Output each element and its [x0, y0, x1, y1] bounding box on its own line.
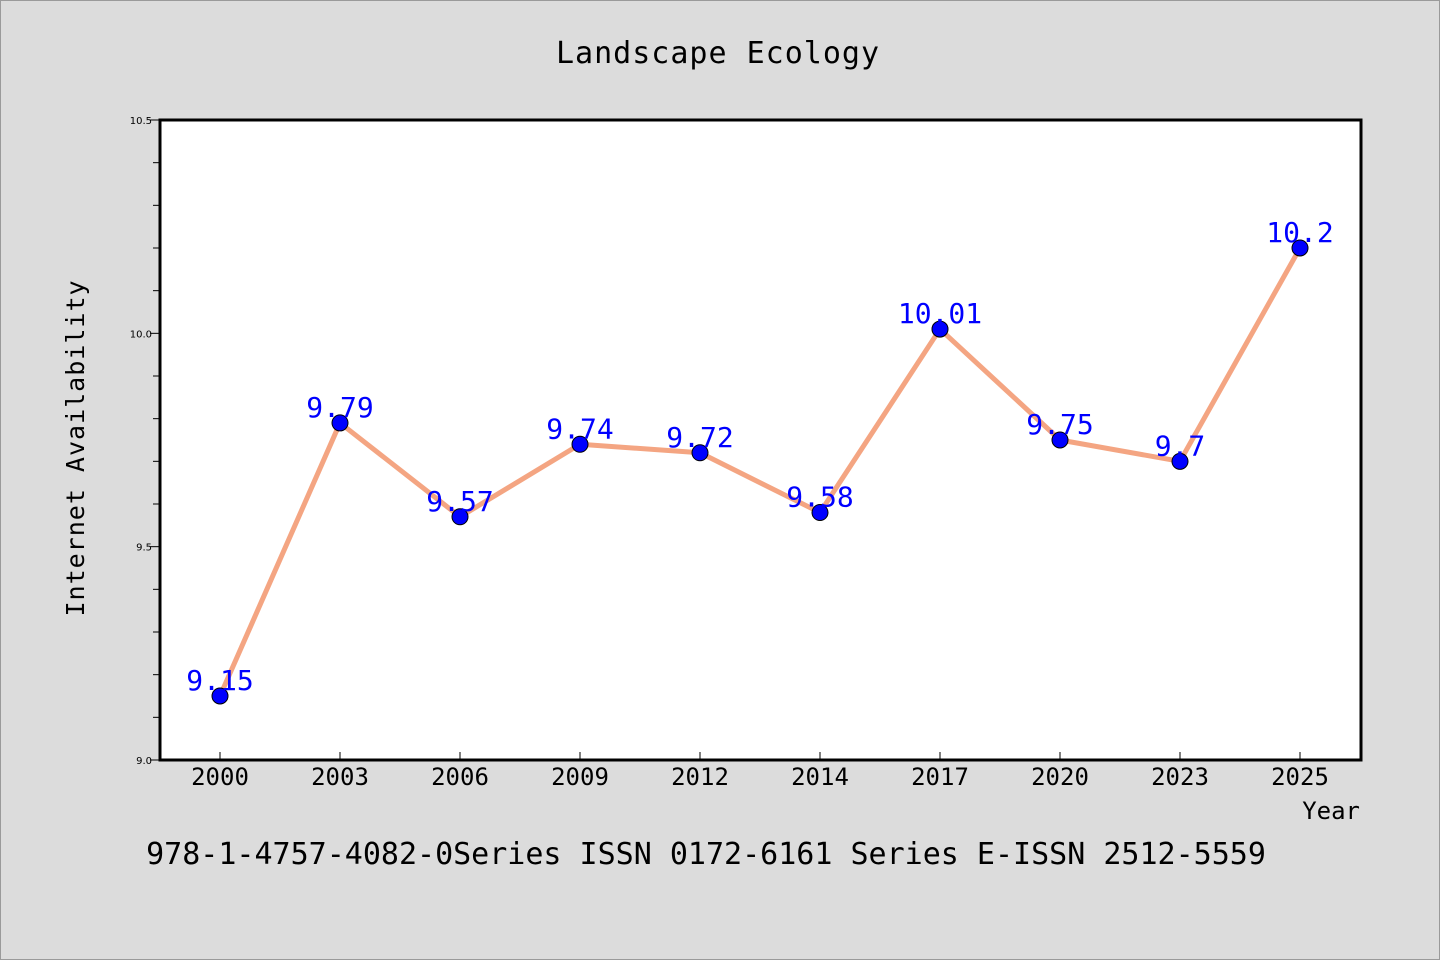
- x-tick-label: 2009: [551, 763, 609, 791]
- x-tick-label: 2000: [191, 763, 249, 791]
- data-point: [691, 444, 709, 462]
- footer-isbn-issn: 978-1-4757-4082-0Series ISSN 0172-6161 S…: [146, 837, 1266, 872]
- x-tick-label: 2003: [311, 763, 369, 791]
- chart-title: Landscape Ecology: [556, 36, 880, 71]
- data-label: 9.72: [666, 421, 733, 454]
- x-tick-label: 2025: [1271, 763, 1329, 791]
- data-point: [811, 504, 829, 522]
- data-point: [211, 687, 229, 705]
- series-group: 9.15 9.79 9.57 9.74 9.72 9.58 10.01 9.75 9.7 10.2: [186, 216, 1334, 705]
- y-axis-label: Internet Availability: [61, 279, 90, 616]
- x-tick-label: 2006: [431, 763, 489, 791]
- data-label: 9.15: [186, 664, 253, 697]
- y-tick-label: 10.0: [130, 329, 152, 340]
- data-label: 10.2: [1266, 216, 1333, 249]
- data-point: [1051, 431, 1069, 449]
- data-label: 9.7: [1155, 429, 1206, 462]
- x-tick-label: 2017: [911, 763, 969, 791]
- series-line: [217, 245, 1303, 699]
- x-axis-label: Year: [1302, 797, 1360, 825]
- data-point: [331, 414, 349, 432]
- data-point: [1171, 452, 1189, 470]
- data-label: 9.58: [786, 481, 853, 514]
- data-label: 9.79: [306, 391, 373, 424]
- data-label: 9.75: [1026, 408, 1093, 441]
- data-label: 9.57: [426, 485, 493, 518]
- y-tick-label: 10.5: [130, 116, 152, 127]
- data-point: [931, 320, 949, 338]
- x-tick-label: 2023: [1151, 763, 1209, 791]
- y-tick-label: 9.5: [136, 543, 152, 554]
- x-axis: 2000 2003 2006 2009 2012 2014 2017 2020 2023 2025: [191, 752, 1329, 791]
- x-tick-label: 2012: [671, 763, 729, 791]
- data-label: 10.01: [898, 297, 982, 330]
- data-point: [571, 435, 589, 453]
- data-point: [1291, 239, 1309, 257]
- x-tick-label: 2014: [791, 763, 849, 791]
- data-point: [451, 508, 469, 526]
- data-label: 9.74: [546, 412, 613, 445]
- y-tick-label: 9.0: [136, 756, 152, 767]
- x-tick-label: 2020: [1031, 763, 1089, 791]
- y-axis: 9.0 9.5 10.0 10.5: [130, 116, 160, 767]
